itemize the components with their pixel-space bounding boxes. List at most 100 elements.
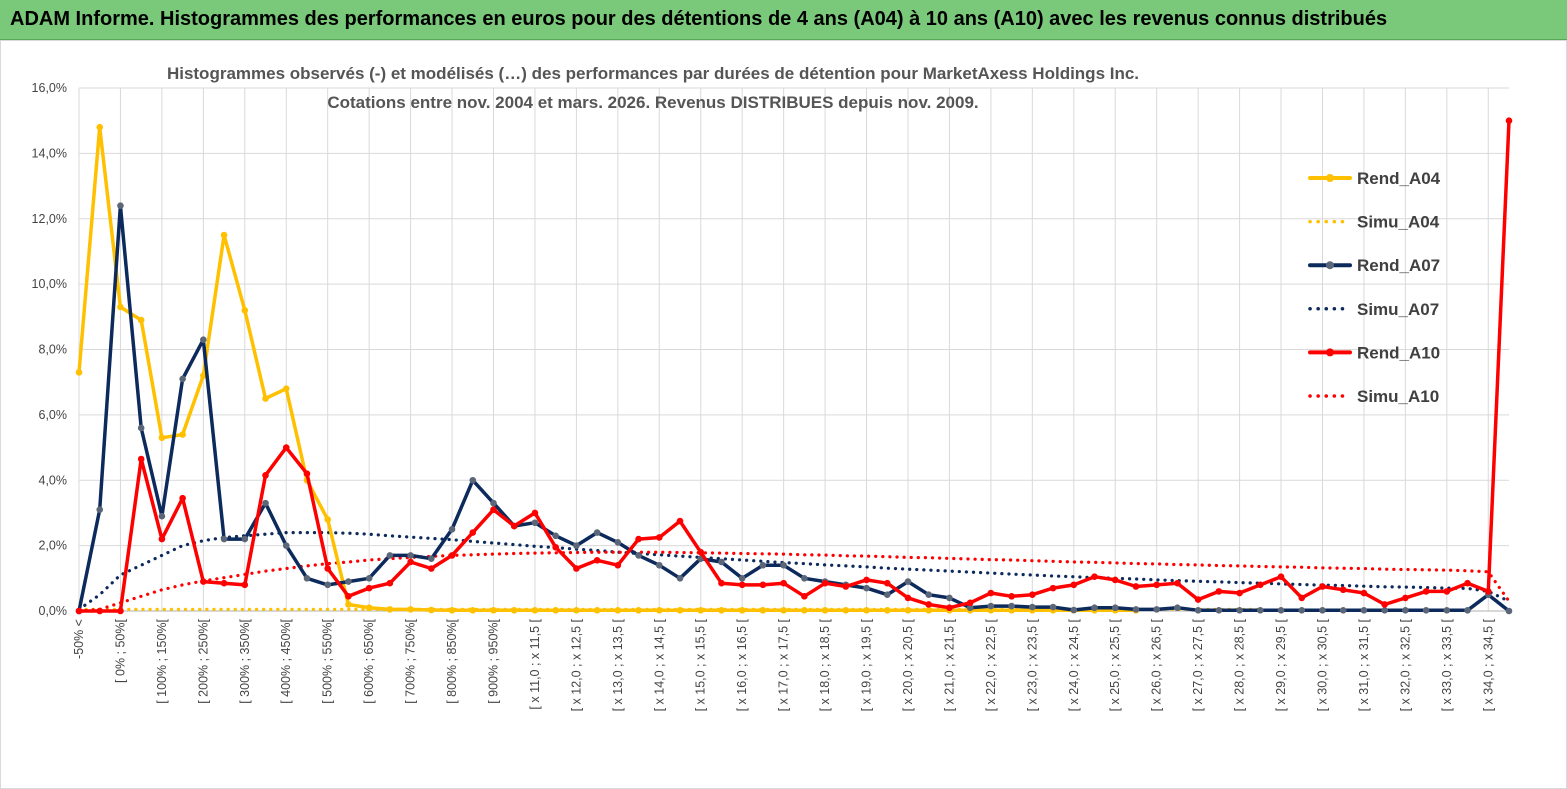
data-point-rend-a07	[448, 525, 456, 533]
data-point-rend-a07	[1464, 607, 1471, 614]
data-point-rend-a07	[490, 499, 497, 507]
data-point-rend-a07	[801, 575, 808, 582]
legend-marker-rend-a07	[1326, 261, 1334, 270]
data-point-rend-a10	[1464, 579, 1471, 587]
x-tick-label: [ x 15,0 ; x 15,5 [	[694, 618, 708, 711]
data-point-rend-a10	[1111, 576, 1119, 584]
x-tick-label: -50% <	[72, 619, 86, 659]
legend-label-simu-a04: Simu_A04	[1357, 213, 1440, 232]
data-point-rend-a07	[1070, 606, 1078, 614]
chart-title: Histogrammes observés (-) et modélisés (…	[167, 64, 1139, 112]
data-point-rend-a07	[655, 561, 663, 569]
data-point-rend-a10	[1381, 601, 1388, 608]
data-point-rend-a04	[117, 303, 124, 311]
data-point-rend-a10	[490, 506, 497, 513]
series-line-rend-a07	[77, 203, 1511, 613]
data-point-rend-a10	[573, 565, 580, 572]
x-tick-label: [ x 14,0 ; x 14,5 [	[652, 618, 666, 711]
data-point-rend-a04	[241, 306, 249, 314]
data-point-rend-a07	[1091, 604, 1098, 612]
data-point-rend-a07	[780, 561, 787, 569]
data-point-rend-a10	[718, 579, 725, 587]
data-point-rend-a07	[531, 519, 539, 527]
data-point-rend-a10	[303, 470, 311, 478]
data-point-rend-a10	[1277, 573, 1285, 580]
y-tick-label: 6,0%	[39, 408, 68, 422]
x-tick-label: [ x 18,0 ; x 18,5 [	[818, 618, 832, 711]
x-tick-label: [ x 17,0 ; x 17,5 [	[777, 618, 791, 711]
data-point-rend-a10	[1298, 594, 1306, 602]
data-point-rend-a07	[1402, 607, 1409, 614]
data-point-rend-a07	[946, 594, 953, 602]
data-point-rend-a10	[1008, 592, 1015, 600]
data-point-rend-a07	[1422, 607, 1430, 614]
data-point-rend-a10	[738, 581, 746, 589]
y-axis: 0,0% 2,0% 4,0% 6,0% 8,0% 10,0% 12,0% 14,0% 16,0%	[32, 81, 67, 618]
data-point-rend-a10	[220, 579, 228, 587]
legend-marker-rend-a04	[1326, 174, 1334, 182]
data-point-rend-a10	[904, 594, 912, 602]
x-tick-label: [ x 33,0 ; x 33,5 [	[1440, 618, 1454, 711]
data-point-rend-a10	[1484, 588, 1492, 595]
data-point-rend-a04	[925, 607, 933, 614]
data-point-rend-a07	[1505, 607, 1513, 615]
data-point-rend-a10	[1257, 581, 1264, 589]
data-point-rend-a10	[1049, 584, 1057, 592]
data-point-rend-a07	[365, 575, 373, 582]
legend-label-rend-a10: Rend_A10	[1357, 343, 1440, 362]
x-tick-label: [ 900% ; 950%[	[486, 618, 500, 703]
data-point-rend-a10	[655, 534, 663, 541]
data-point-rend-a04	[883, 607, 891, 614]
data-point-rend-a10	[407, 558, 414, 566]
data-point-rend-a04	[365, 604, 373, 612]
x-tick-label: [ 800% ; 850%[	[445, 618, 459, 703]
data-point-rend-a04	[428, 606, 435, 614]
x-tick-label: [ x 22,0 ; x 22,5 [	[984, 618, 998, 711]
data-point-rend-a07	[987, 602, 995, 610]
data-point-rend-a10	[697, 548, 705, 556]
data-point-rend-a07	[925, 591, 933, 598]
data-point-rend-a04	[96, 123, 104, 131]
x-tick-label: [ 0% ; 50%[	[113, 618, 127, 682]
data-point-rend-a10	[282, 444, 290, 451]
data-point-rend-a04	[137, 316, 145, 324]
data-point-rend-a07	[1174, 604, 1181, 612]
data-point-rend-a07	[1298, 607, 1306, 614]
data-point-rend-a04	[179, 431, 186, 438]
data-point-rend-a10	[552, 543, 559, 551]
legend-label-simu-a10: Simu_A10	[1357, 387, 1439, 406]
data-point-rend-a10	[863, 576, 870, 584]
data-point-rend-a10	[925, 601, 933, 608]
data-point-rend-a10	[842, 583, 850, 590]
data-point-rend-a04	[738, 607, 746, 614]
data-point-rend-a10	[1422, 588, 1430, 595]
x-tick-label: [ x 34,0 ; x 34,5 [	[1481, 618, 1495, 711]
chart-title-line: Cotations entre nov. 2004 et mars. 2026.…	[327, 93, 978, 112]
y-tick-label: 0,0%	[39, 604, 68, 618]
data-point-rend-a10	[241, 581, 249, 589]
data-point-rend-a10	[759, 581, 767, 589]
data-point-rend-a10	[158, 535, 166, 543]
data-point-rend-a10	[428, 565, 435, 572]
data-point-rend-a07	[220, 535, 228, 543]
data-point-rend-a10	[1319, 583, 1326, 590]
data-point-rend-a04	[593, 607, 601, 614]
data-point-rend-a10	[780, 579, 787, 587]
y-tick-label: 8,0%	[39, 343, 68, 357]
data-point-rend-a07	[241, 535, 249, 543]
data-point-rend-a10	[324, 565, 331, 572]
data-point-rend-a10	[117, 607, 124, 615]
data-point-rend-a10	[1174, 579, 1181, 587]
data-point-rend-a10	[531, 509, 539, 517]
data-point-rend-a04	[407, 606, 414, 613]
data-point-rend-a07	[96, 506, 104, 513]
data-point-rend-a10	[1153, 581, 1160, 589]
y-tick-label: 14,0%	[32, 146, 67, 160]
data-point-rend-a10	[1339, 586, 1347, 594]
x-tick-label: [ 100% ; 150%[	[155, 618, 169, 703]
data-point-rend-a04	[324, 516, 331, 523]
data-point-rend-a07	[179, 375, 186, 383]
data-point-rend-a10	[1215, 588, 1223, 595]
data-point-rend-a07	[1153, 606, 1160, 613]
data-point-rend-a07	[158, 512, 166, 520]
